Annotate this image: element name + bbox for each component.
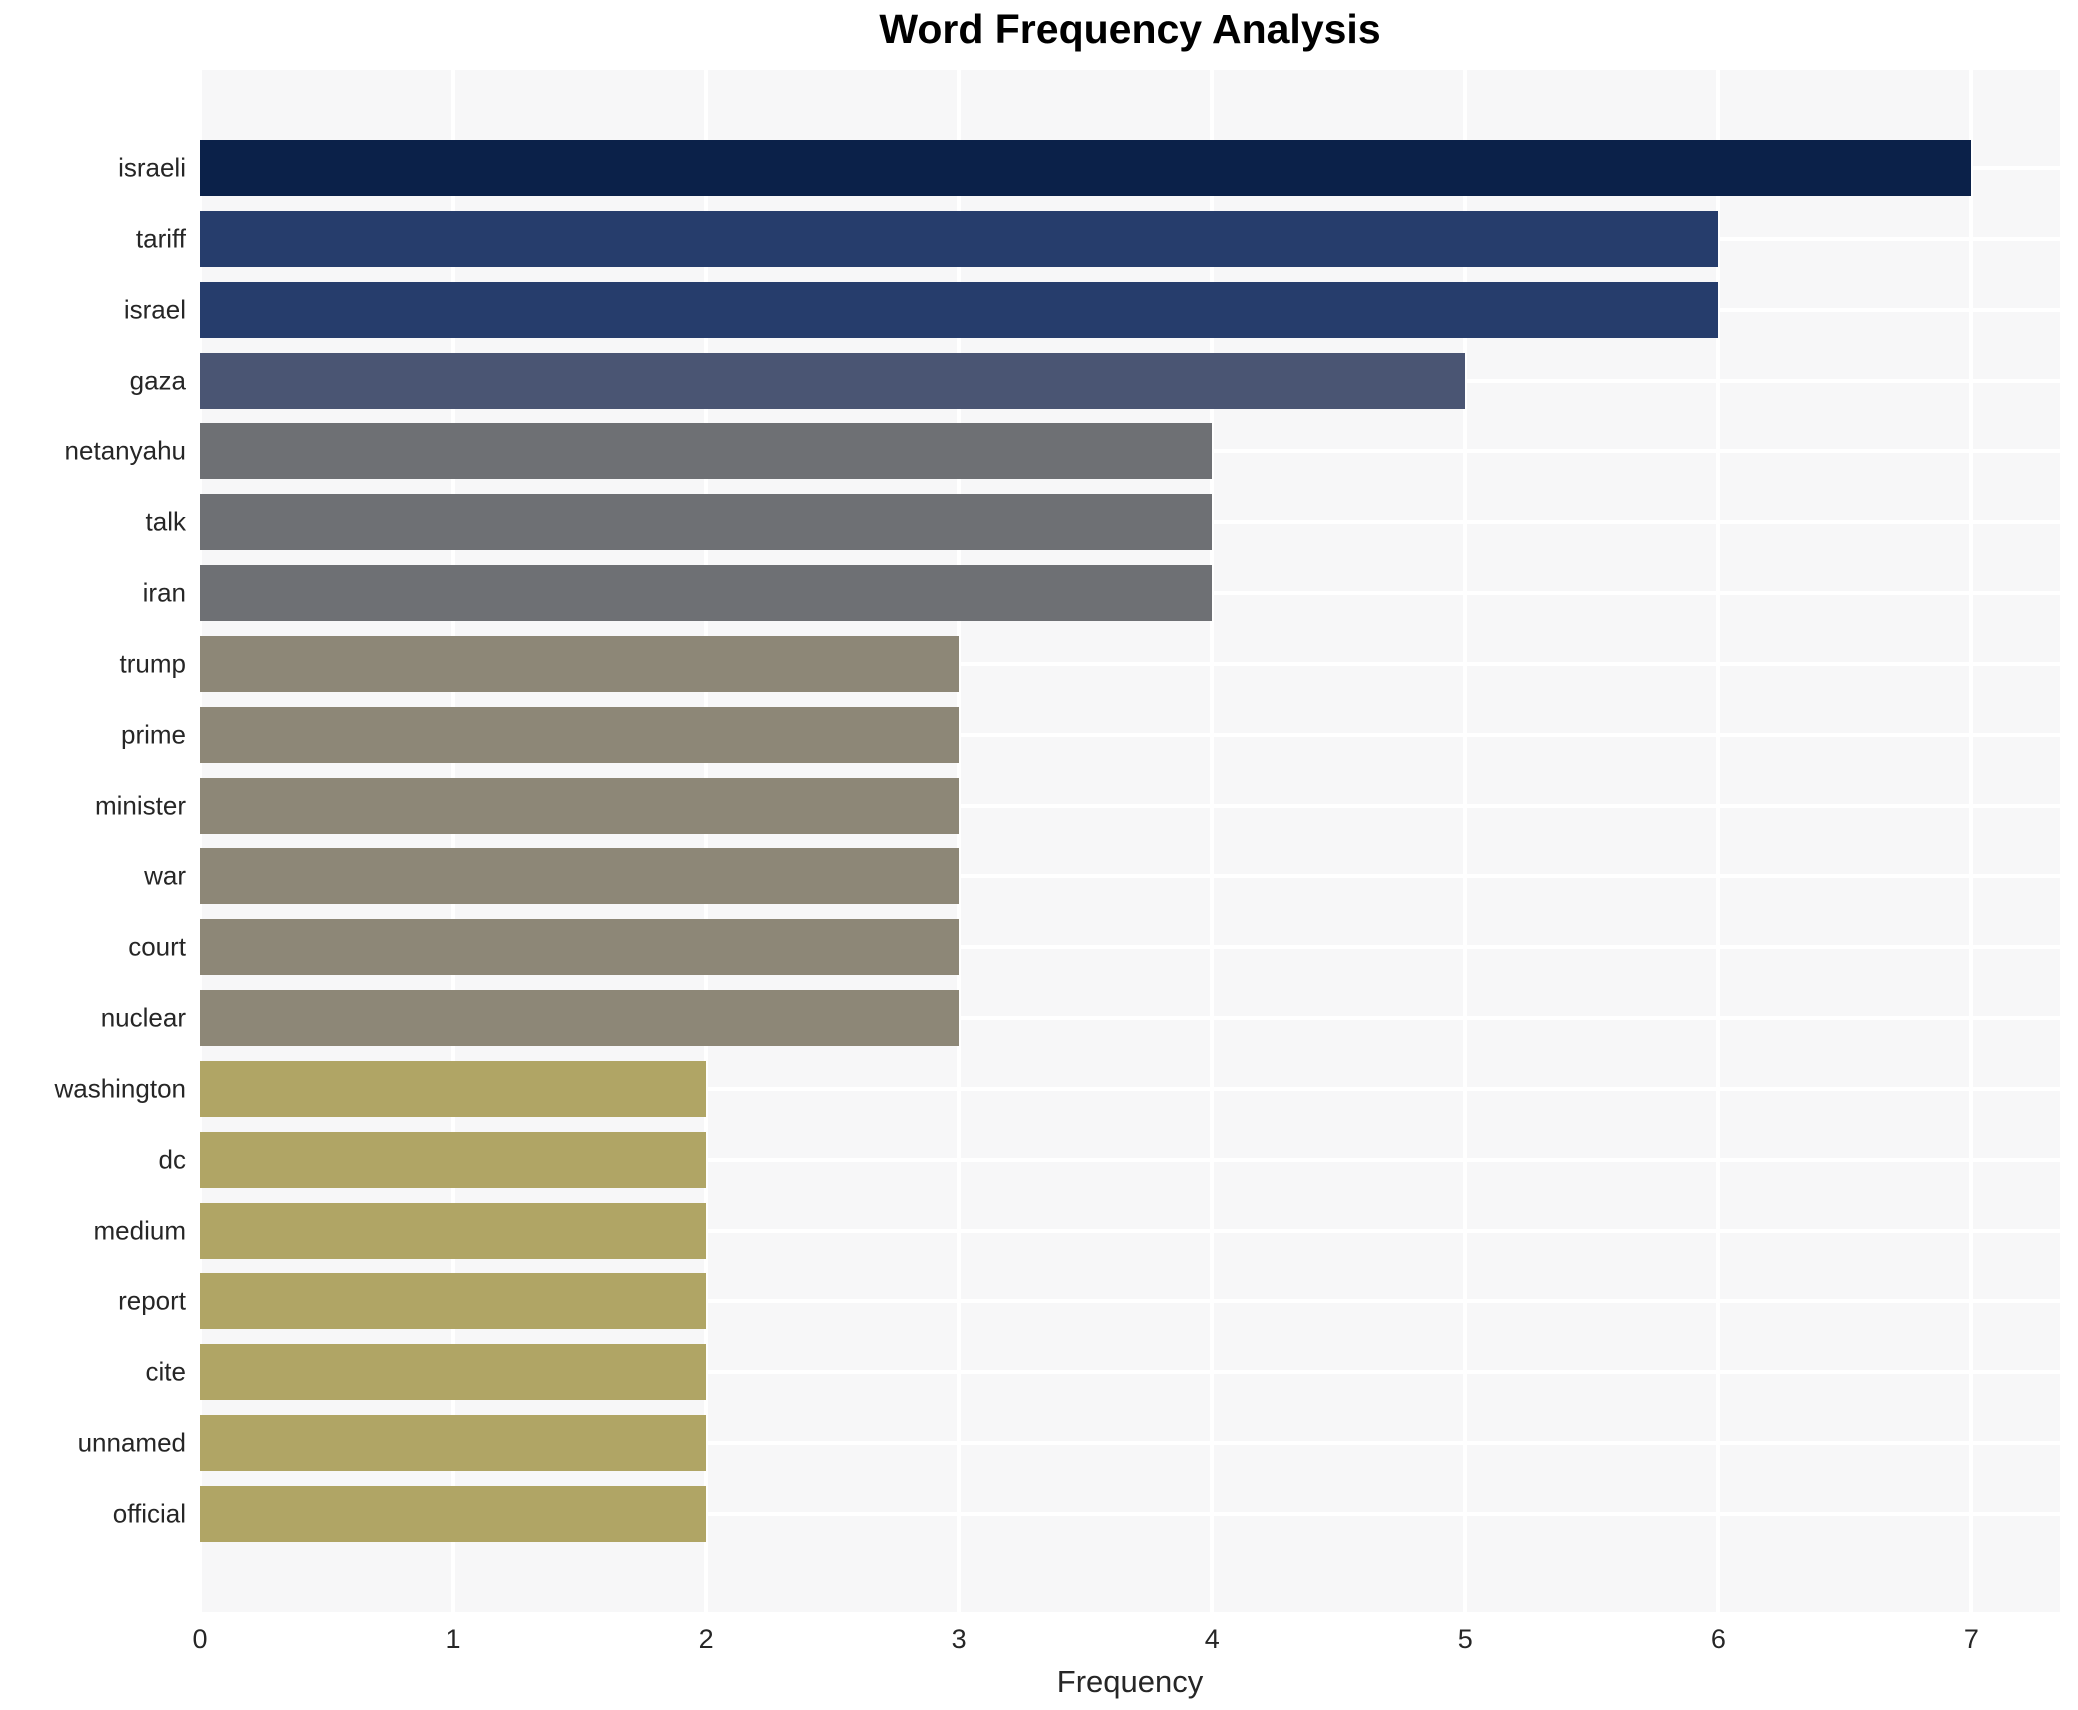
horizontal-gridline [200,1370,2060,1375]
bar-talk [200,494,1213,551]
y-axis-label-netanyahu: netanyahu [64,435,186,466]
x-tick-label-3: 3 [951,1624,967,1654]
x-tick-label-7: 7 [1963,1624,1979,1654]
horizontal-gridline [200,874,2060,879]
horizontal-gridline [200,1157,2060,1162]
vertical-gridline [1210,70,1215,1612]
bar-nuclear [200,990,960,1047]
vertical-gridline [1463,70,1468,1612]
y-axis-label-washington: washington [54,1073,186,1104]
bar-tariff [200,210,1719,267]
y-axis-label-talk: talk [145,506,186,537]
horizontal-gridline [200,1016,2060,1021]
bar-minister [200,777,960,834]
y-axis-label-report: report [118,1285,186,1316]
bar-unnamed [200,1415,707,1472]
bar-official [200,1486,707,1542]
y-axis-label-israel: israel [123,294,186,325]
bar-iran [200,565,1213,622]
y-axis-label-dc: dc [158,1144,186,1175]
bar-gaza [200,352,1466,409]
horizontal-gridline [200,1441,2060,1446]
y-axis-label-tariff: tariff [135,223,186,254]
vertical-gridline [451,70,456,1612]
vertical-gridline [198,70,202,1612]
x-tick-label-4: 4 [1204,1624,1220,1654]
bar-netanyahu [200,423,1213,480]
bar-cite [200,1344,707,1401]
vertical-gridline [1969,70,1974,1612]
x-tick-label-1: 1 [445,1624,461,1654]
y-axis-label-prime: prime [120,719,186,750]
vertical-gridline [957,70,962,1612]
bar-israeli [200,140,1972,196]
y-axis-label-medium: medium [93,1215,186,1246]
horizontal-gridline [200,732,2060,737]
vertical-gridline [704,70,709,1612]
bar-medium [200,1202,707,1259]
horizontal-gridline [200,1228,2060,1233]
y-axis-labels: israeli tariff israel gaza netanyahu talk iran… [0,70,186,1612]
bar-court [200,919,960,976]
bar-trump [200,635,960,692]
horizontal-gridline [200,803,2060,808]
bar-prime [200,706,960,763]
y-axis-label-court: court [128,931,186,962]
x-axis-ticks: 0 1 2 3 4 5 6 7 [192,1624,2060,1664]
y-axis-label-gaza: gaza [129,365,186,396]
bar-war [200,848,960,905]
plot-area [198,70,2060,1612]
bar-israel [200,281,1719,338]
y-axis-label-israeli: israeli [118,152,186,183]
bar-report [200,1273,707,1330]
y-axis-label-trump: trump [119,648,186,679]
x-axis-title: Frequency [1056,1664,1204,1699]
bar-dc [200,1131,707,1188]
y-axis-label-cite: cite [145,1356,186,1387]
bar-washington [200,1060,707,1117]
y-axis-label-unnamed: unnamed [77,1427,186,1458]
y-axis-label-official: official [112,1498,186,1529]
vertical-gridline [1716,70,1721,1612]
x-tick-label-0: 0 [192,1624,208,1654]
x-tick-label-5: 5 [1457,1624,1473,1654]
y-axis-label-minister: minister [94,790,186,821]
y-axis-label-nuclear: nuclear [100,1002,186,1033]
horizontal-gridline [200,1299,2060,1304]
horizontal-gridline [200,1512,2060,1516]
x-tick-label-2: 2 [698,1624,714,1654]
page-title: Word Frequency Analysis [879,6,1381,52]
horizontal-gridline [200,1086,2060,1091]
y-axis-label-war: war [144,860,186,891]
horizontal-gridline [200,661,2060,666]
horizontal-gridline [200,945,2060,950]
x-tick-label-6: 6 [1710,1624,1726,1654]
y-axis-label-iran: iran [142,577,186,608]
